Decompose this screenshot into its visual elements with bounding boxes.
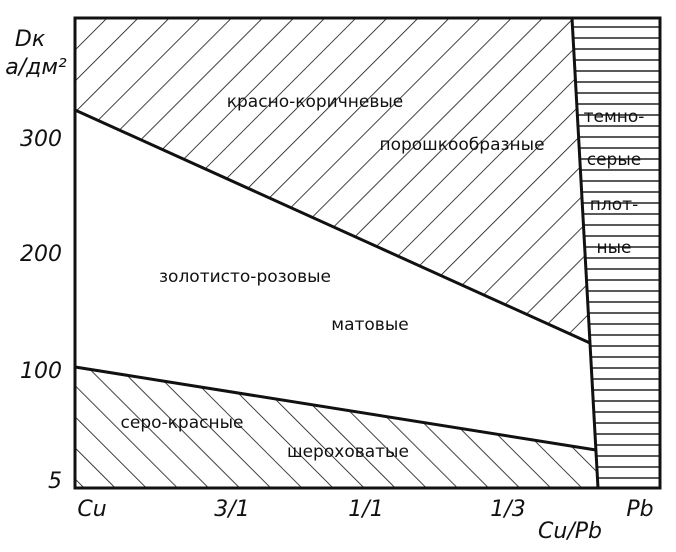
boundary (570, 17, 600, 489)
region-label: темно- (584, 107, 645, 127)
y-tick-label: 100 (20, 359, 62, 384)
y-tick-label: 200 (20, 242, 62, 267)
region-label: шероховатые (287, 442, 409, 462)
y-unit: а/дм² (5, 55, 67, 80)
region-label: красно-коричневые (227, 92, 404, 112)
region-label: ные (597, 238, 632, 258)
x-label: Cu/Pb (538, 519, 602, 544)
hatch-top (75, 18, 590, 343)
region-label: порошкообразные (379, 135, 544, 155)
region-label: плот- (590, 195, 638, 215)
y-tick-label: 300 (20, 127, 62, 152)
hatch-bottom (75, 367, 598, 488)
x-tick-label: 3/1 (214, 497, 249, 522)
x-tick-label: Pb (626, 497, 653, 522)
region-label: золотисто-розовые (159, 267, 331, 287)
boundary (74, 108, 591, 345)
hatch-right (572, 18, 660, 488)
region-label: серо-красные (121, 413, 244, 433)
x-tick-label: 1/1 (348, 497, 383, 522)
region-label: серые (587, 150, 641, 170)
y-tick-label: 5 (48, 469, 62, 494)
frame (73, 16, 662, 490)
x-tick-label: 1/3 (490, 497, 525, 522)
region-label: матовые (331, 315, 408, 335)
y-label: Dк (15, 27, 46, 52)
boundary (74, 365, 597, 452)
x-tick-label: Cu (77, 497, 106, 522)
